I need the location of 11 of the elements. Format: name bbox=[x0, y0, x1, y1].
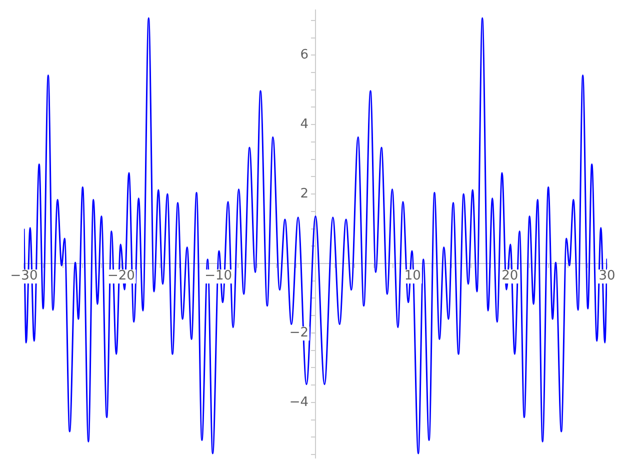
x-tick-label: 10 bbox=[404, 268, 421, 284]
y-tick-label: −2 bbox=[289, 325, 308, 340]
x-tick-label: −30 bbox=[10, 268, 38, 284]
y-tick-label: 2 bbox=[300, 186, 308, 202]
y-tick-label: 4 bbox=[300, 116, 308, 132]
x-tick-label: 30 bbox=[598, 268, 616, 284]
x-tick-label: −10 bbox=[204, 268, 232, 284]
y-tick-label: −4 bbox=[289, 394, 308, 410]
y-tick-label: 6 bbox=[300, 48, 308, 63]
x-tick-label: 20 bbox=[502, 268, 518, 284]
x-tick-label: −20 bbox=[107, 268, 135, 284]
